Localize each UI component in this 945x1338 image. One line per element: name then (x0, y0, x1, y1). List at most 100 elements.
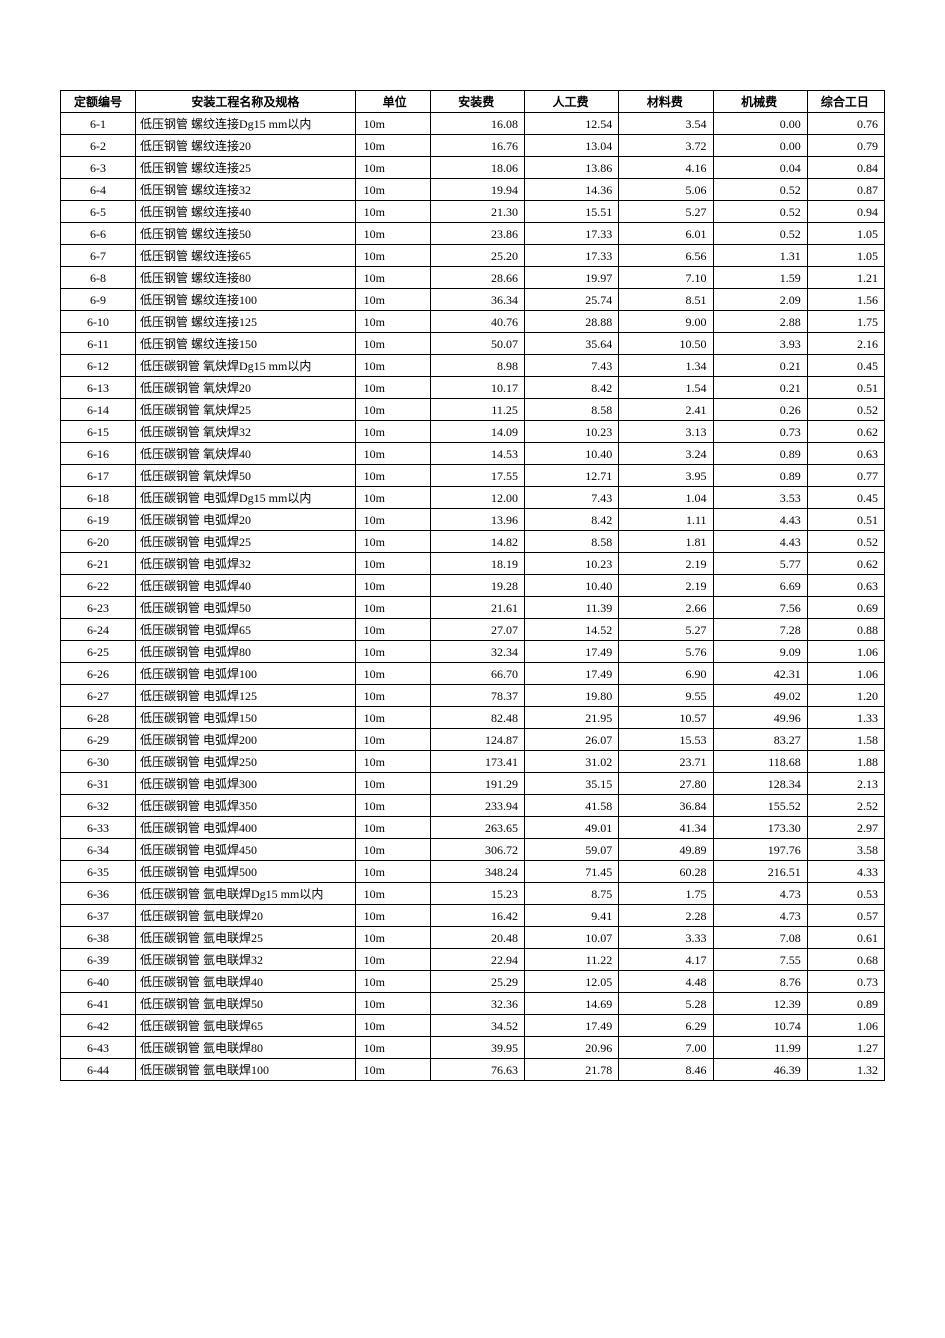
table-cell: 6-42 (61, 1015, 136, 1037)
table-cell: 10.57 (619, 707, 713, 729)
table-cell: 0.73 (713, 421, 807, 443)
table-cell: 0.69 (807, 597, 884, 619)
table-cell: 2.41 (619, 399, 713, 421)
table-cell: 6-34 (61, 839, 136, 861)
table-cell: 低压钢管 螺纹连接100 (136, 289, 356, 311)
table-cell: 6-12 (61, 355, 136, 377)
table-cell: 1.21 (807, 267, 884, 289)
table-cell: 1.32 (807, 1059, 884, 1081)
table-cell: 35.64 (524, 333, 618, 355)
table-cell: 6-17 (61, 465, 136, 487)
table-cell: 1.05 (807, 245, 884, 267)
table-body: 6-1低压钢管 螺纹连接Dg15 mm以内10m16.0812.543.540.… (61, 113, 885, 1081)
table-cell: 0.21 (713, 377, 807, 399)
table-cell: 6.29 (619, 1015, 713, 1037)
table-cell: 6.90 (619, 663, 713, 685)
table-row: 6-11低压钢管 螺纹连接15010m50.0735.6410.503.932.… (61, 333, 885, 355)
table-cell: 28.88 (524, 311, 618, 333)
table-row: 6-23低压碳钢管 电弧焊5010m21.6111.392.667.560.69 (61, 597, 885, 619)
table-cell: 49.01 (524, 817, 618, 839)
table-cell: 1.11 (619, 509, 713, 531)
table-cell: 3.24 (619, 443, 713, 465)
table-row: 6-12低压碳钢管 氧炔焊Dg15 mm以内10m8.987.431.340.2… (61, 355, 885, 377)
table-cell: 10m (355, 597, 430, 619)
table-cell: 23.86 (430, 223, 524, 245)
table-cell: 41.34 (619, 817, 713, 839)
table-cell: 306.72 (430, 839, 524, 861)
table-cell: 19.97 (524, 267, 618, 289)
table-cell: 低压碳钢管 电弧焊200 (136, 729, 356, 751)
table-cell: 21.95 (524, 707, 618, 729)
table-cell: 28.66 (430, 267, 524, 289)
table-cell: 低压碳钢管 电弧焊32 (136, 553, 356, 575)
table-cell: 低压碳钢管 氧炔焊32 (136, 421, 356, 443)
table-cell: 7.28 (713, 619, 807, 641)
table-cell: 17.55 (430, 465, 524, 487)
table-cell: 191.29 (430, 773, 524, 795)
table-cell: 16.08 (430, 113, 524, 135)
table-cell: 1.31 (713, 245, 807, 267)
table-cell: 39.95 (430, 1037, 524, 1059)
table-cell: 9.55 (619, 685, 713, 707)
table-cell: 10m (355, 531, 430, 553)
table-cell: 83.27 (713, 729, 807, 751)
table-cell: 36.34 (430, 289, 524, 311)
table-cell: 25.29 (430, 971, 524, 993)
table-row: 6-41低压碳钢管 氩电联焊5010m32.3614.695.2812.390.… (61, 993, 885, 1015)
table-cell: 低压钢管 螺纹连接20 (136, 135, 356, 157)
table-row: 6-4低压钢管 螺纹连接3210m19.9414.365.060.520.87 (61, 179, 885, 201)
table-cell: 2.16 (807, 333, 884, 355)
table-cell: 10m (355, 1059, 430, 1081)
table-cell: 9.00 (619, 311, 713, 333)
column-header: 单位 (355, 91, 430, 113)
table-cell: 0.62 (807, 553, 884, 575)
table-cell: 低压碳钢管 氩电联焊32 (136, 949, 356, 971)
table-cell: 10m (355, 333, 430, 355)
table-cell: 19.94 (430, 179, 524, 201)
table-cell: 1.56 (807, 289, 884, 311)
table-cell: 36.84 (619, 795, 713, 817)
table-cell: 0.51 (807, 377, 884, 399)
table-cell: 1.75 (619, 883, 713, 905)
table-cell: 5.76 (619, 641, 713, 663)
table-cell: 8.46 (619, 1059, 713, 1081)
table-cell: 15.51 (524, 201, 618, 223)
table-cell: 10m (355, 355, 430, 377)
table-cell: 35.15 (524, 773, 618, 795)
table-cell: 6-10 (61, 311, 136, 333)
table-cell: 12.54 (524, 113, 618, 135)
table-cell: 0.00 (713, 113, 807, 135)
table-cell: 7.10 (619, 267, 713, 289)
table-row: 6-21低压碳钢管 电弧焊3210m18.1910.232.195.770.62 (61, 553, 885, 575)
table-cell: 19.28 (430, 575, 524, 597)
table-cell: 4.17 (619, 949, 713, 971)
table-cell: 低压碳钢管 电弧焊350 (136, 795, 356, 817)
table-cell: 10m (355, 289, 430, 311)
table-cell: 4.48 (619, 971, 713, 993)
table-cell: 0.52 (713, 201, 807, 223)
table-cell: 10m (355, 751, 430, 773)
table-cell: 13.96 (430, 509, 524, 531)
table-cell: 10m (355, 487, 430, 509)
table-cell: 0.51 (807, 509, 884, 531)
table-cell: 10.50 (619, 333, 713, 355)
table-cell: 3.13 (619, 421, 713, 443)
table-cell: 0.52 (713, 223, 807, 245)
table-cell: 1.33 (807, 707, 884, 729)
table-cell: 0.73 (807, 971, 884, 993)
table-row: 6-22低压碳钢管 电弧焊4010m19.2810.402.196.690.63 (61, 575, 885, 597)
table-cell: 13.86 (524, 157, 618, 179)
table-row: 6-5低压钢管 螺纹连接4010m21.3015.515.270.520.94 (61, 201, 885, 223)
table-cell: 40.76 (430, 311, 524, 333)
table-row: 6-18低压碳钢管 电弧焊Dg15 mm以内10m12.007.431.043.… (61, 487, 885, 509)
table-cell: 6-33 (61, 817, 136, 839)
table-cell: 8.98 (430, 355, 524, 377)
table-cell: 6-40 (61, 971, 136, 993)
table-cell: 10m (355, 245, 430, 267)
table-cell: 216.51 (713, 861, 807, 883)
table-cell: 42.31 (713, 663, 807, 685)
table-cell: 6-7 (61, 245, 136, 267)
table-cell: 12.00 (430, 487, 524, 509)
table-cell: 10m (355, 971, 430, 993)
table-cell: 14.52 (524, 619, 618, 641)
